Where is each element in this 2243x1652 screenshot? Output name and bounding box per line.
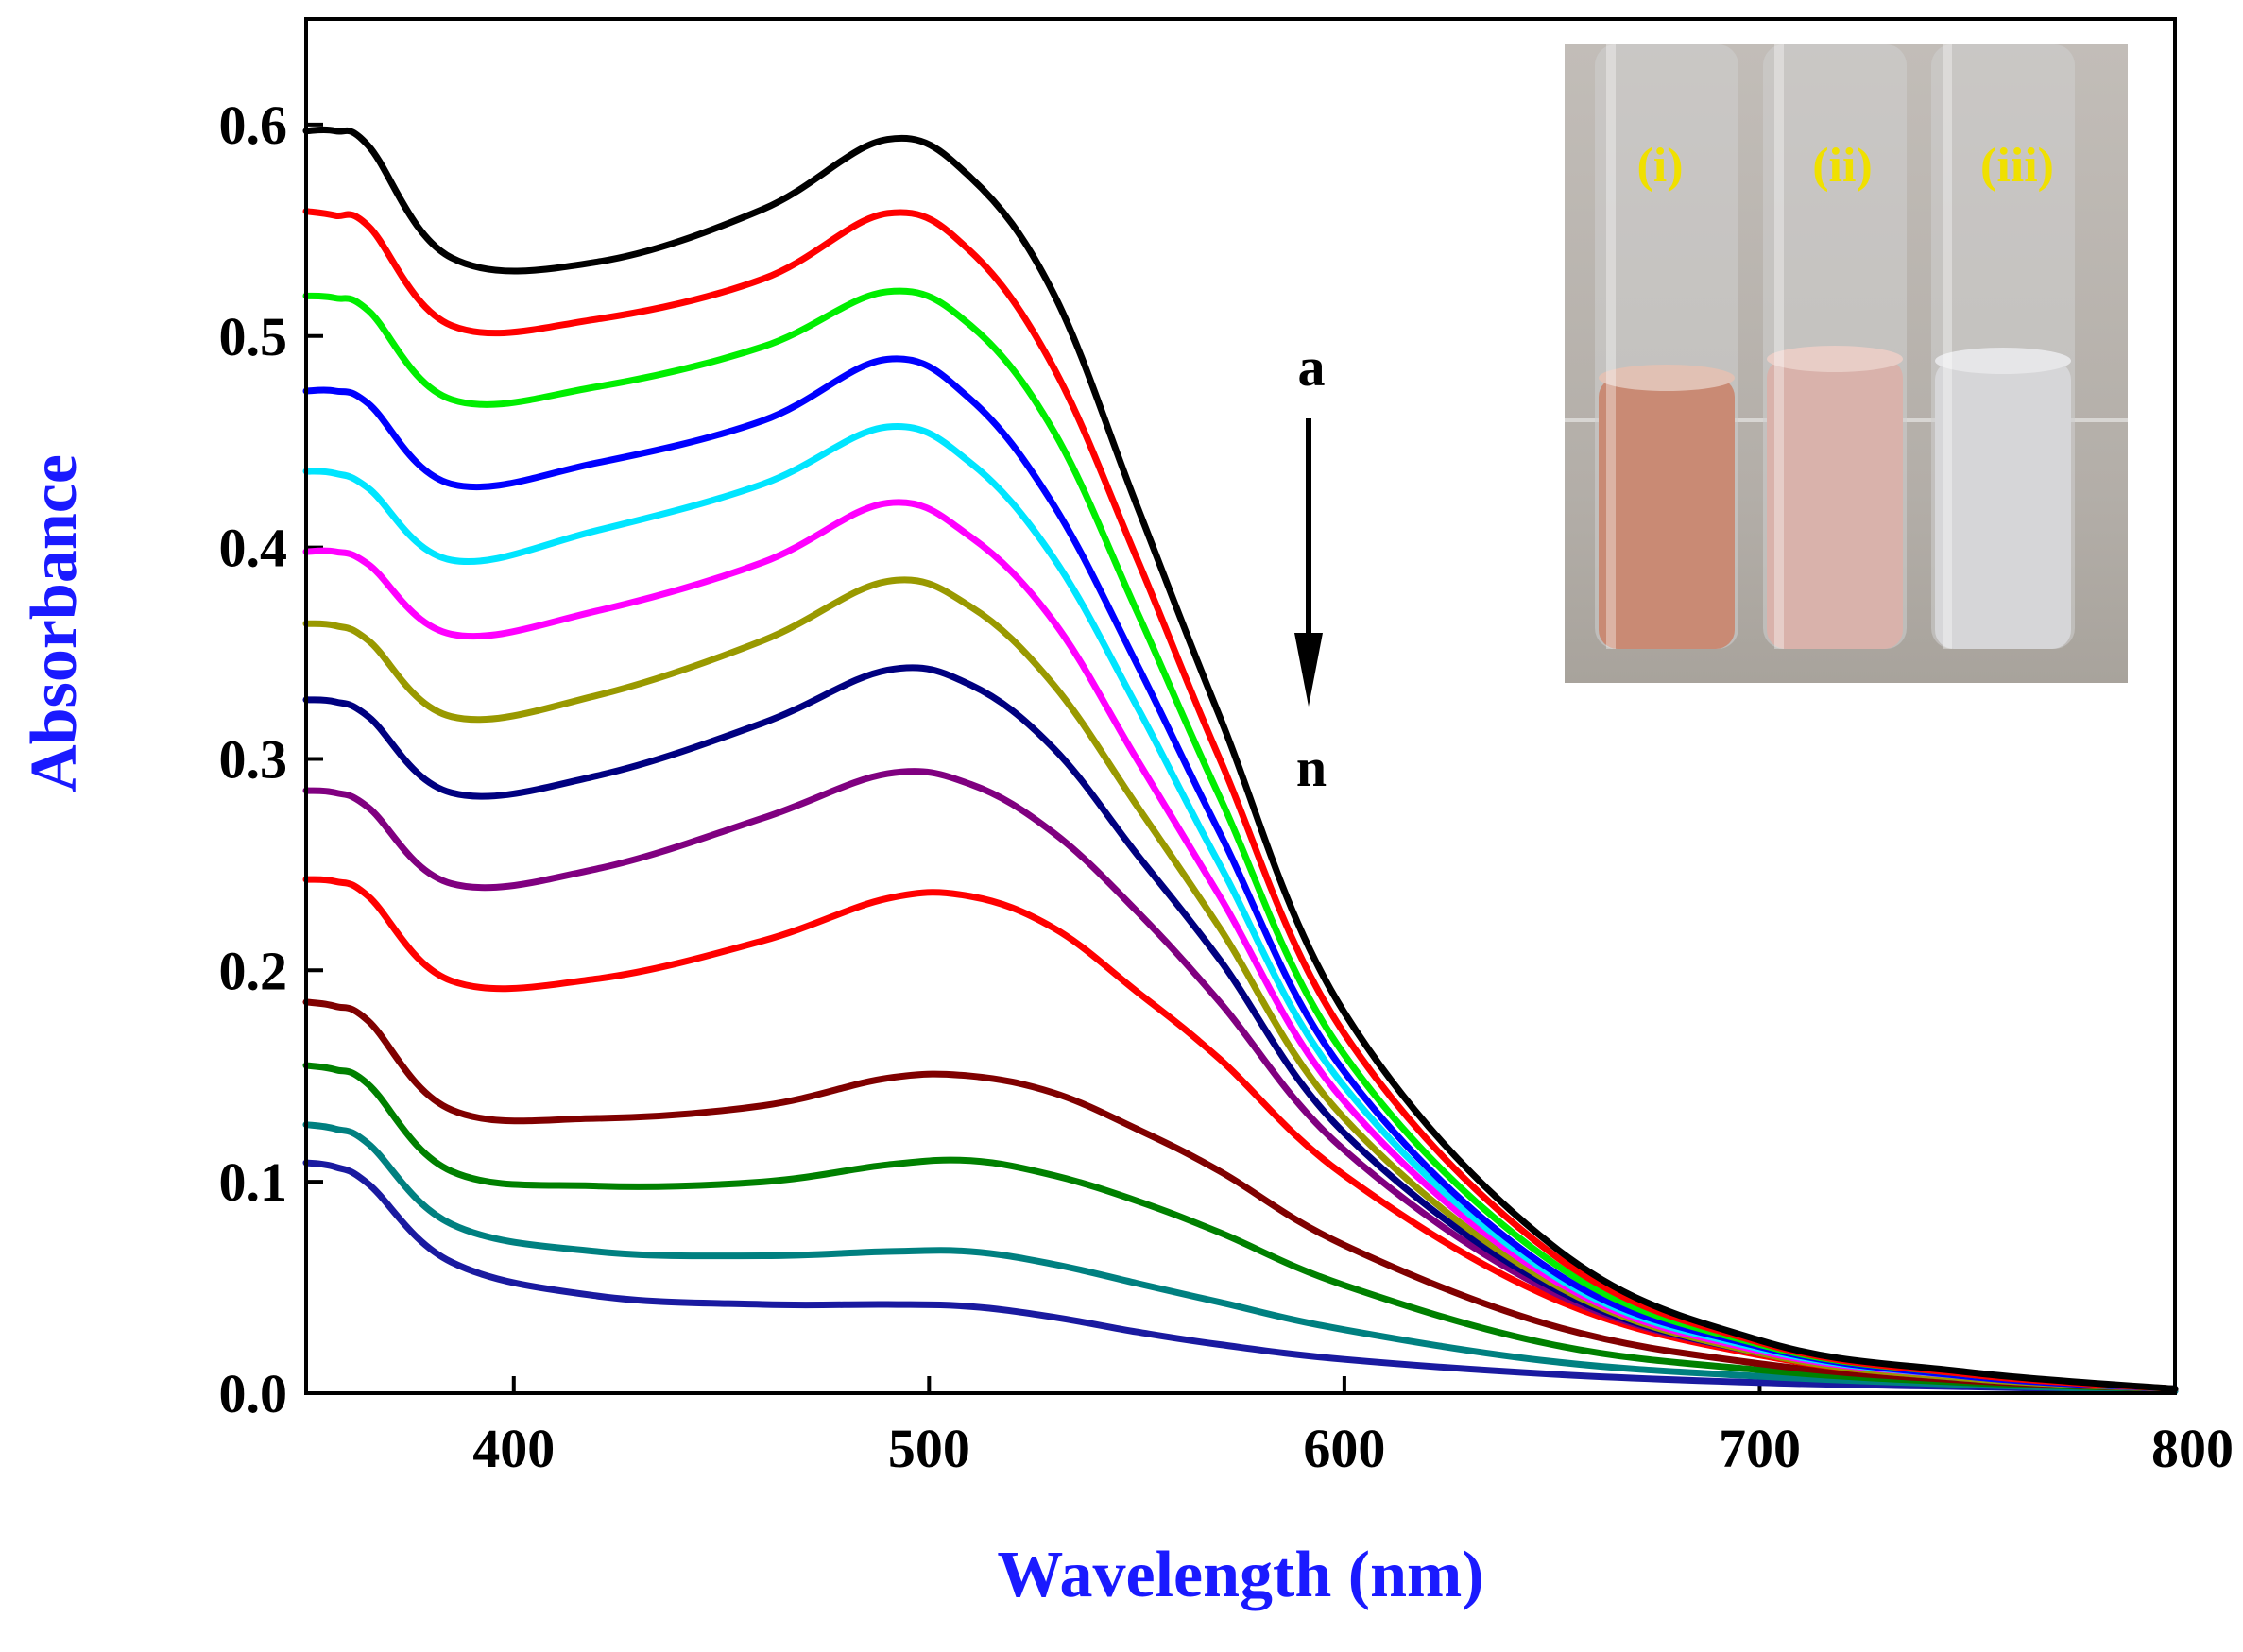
x-axis-title: Wavelength (nm) (997, 1539, 1483, 1611)
x-ticks: 400 500 600 700 800 (472, 1376, 2234, 1479)
vial-iii (1931, 44, 2075, 649)
y-axis-title: Absorbance (18, 454, 91, 792)
series-line-a (302, 126, 2179, 1392)
inset-photo: (i) (ii) (iii) (1565, 44, 2128, 683)
inset-label-ii: (ii) (1812, 139, 1873, 193)
series-line-l (302, 1062, 2179, 1392)
vial-ii (1763, 44, 1907, 649)
y-tick-label: 0.3 (219, 728, 288, 790)
x-tick-label: 500 (888, 1418, 970, 1479)
y-tick-label: 0.0 (219, 1363, 288, 1424)
y-tick-label: 0.4 (219, 518, 288, 579)
y-tick-label: 0.1 (219, 1151, 288, 1213)
y-tick-label: 0.5 (219, 306, 288, 367)
plot-frame (304, 17, 2177, 1395)
x-tick-label: 700 (1719, 1418, 1801, 1479)
y-tick-label: 0.2 (219, 940, 288, 1001)
arrow-end-label: n (1296, 737, 1327, 798)
vial-i (1595, 44, 1738, 649)
x-tick-label: 800 (2151, 1418, 2234, 1479)
series-line-m (302, 1121, 2179, 1395)
y-ticks: 0.0 0.1 0.2 0.3 0.4 0.5 0.6 (219, 94, 323, 1424)
vial-i-liquid (1599, 378, 1735, 649)
x-tick-label: 400 (472, 1418, 555, 1479)
arrow-start-label: a (1298, 336, 1326, 398)
vial-iii-liquid (1935, 361, 2071, 649)
series-line-n (302, 1159, 2179, 1395)
inset-label-i: (i) (1636, 139, 1683, 193)
series-lines (302, 126, 2179, 1395)
series-line-k (302, 998, 2179, 1392)
y-tick-label: 0.6 (219, 94, 288, 156)
inset-label-iii: (iii) (1980, 139, 2054, 193)
x-tick-label: 600 (1303, 1418, 1385, 1479)
vial-ii-liquid (1767, 359, 1903, 649)
trend-arrow-head (1294, 633, 1323, 707)
